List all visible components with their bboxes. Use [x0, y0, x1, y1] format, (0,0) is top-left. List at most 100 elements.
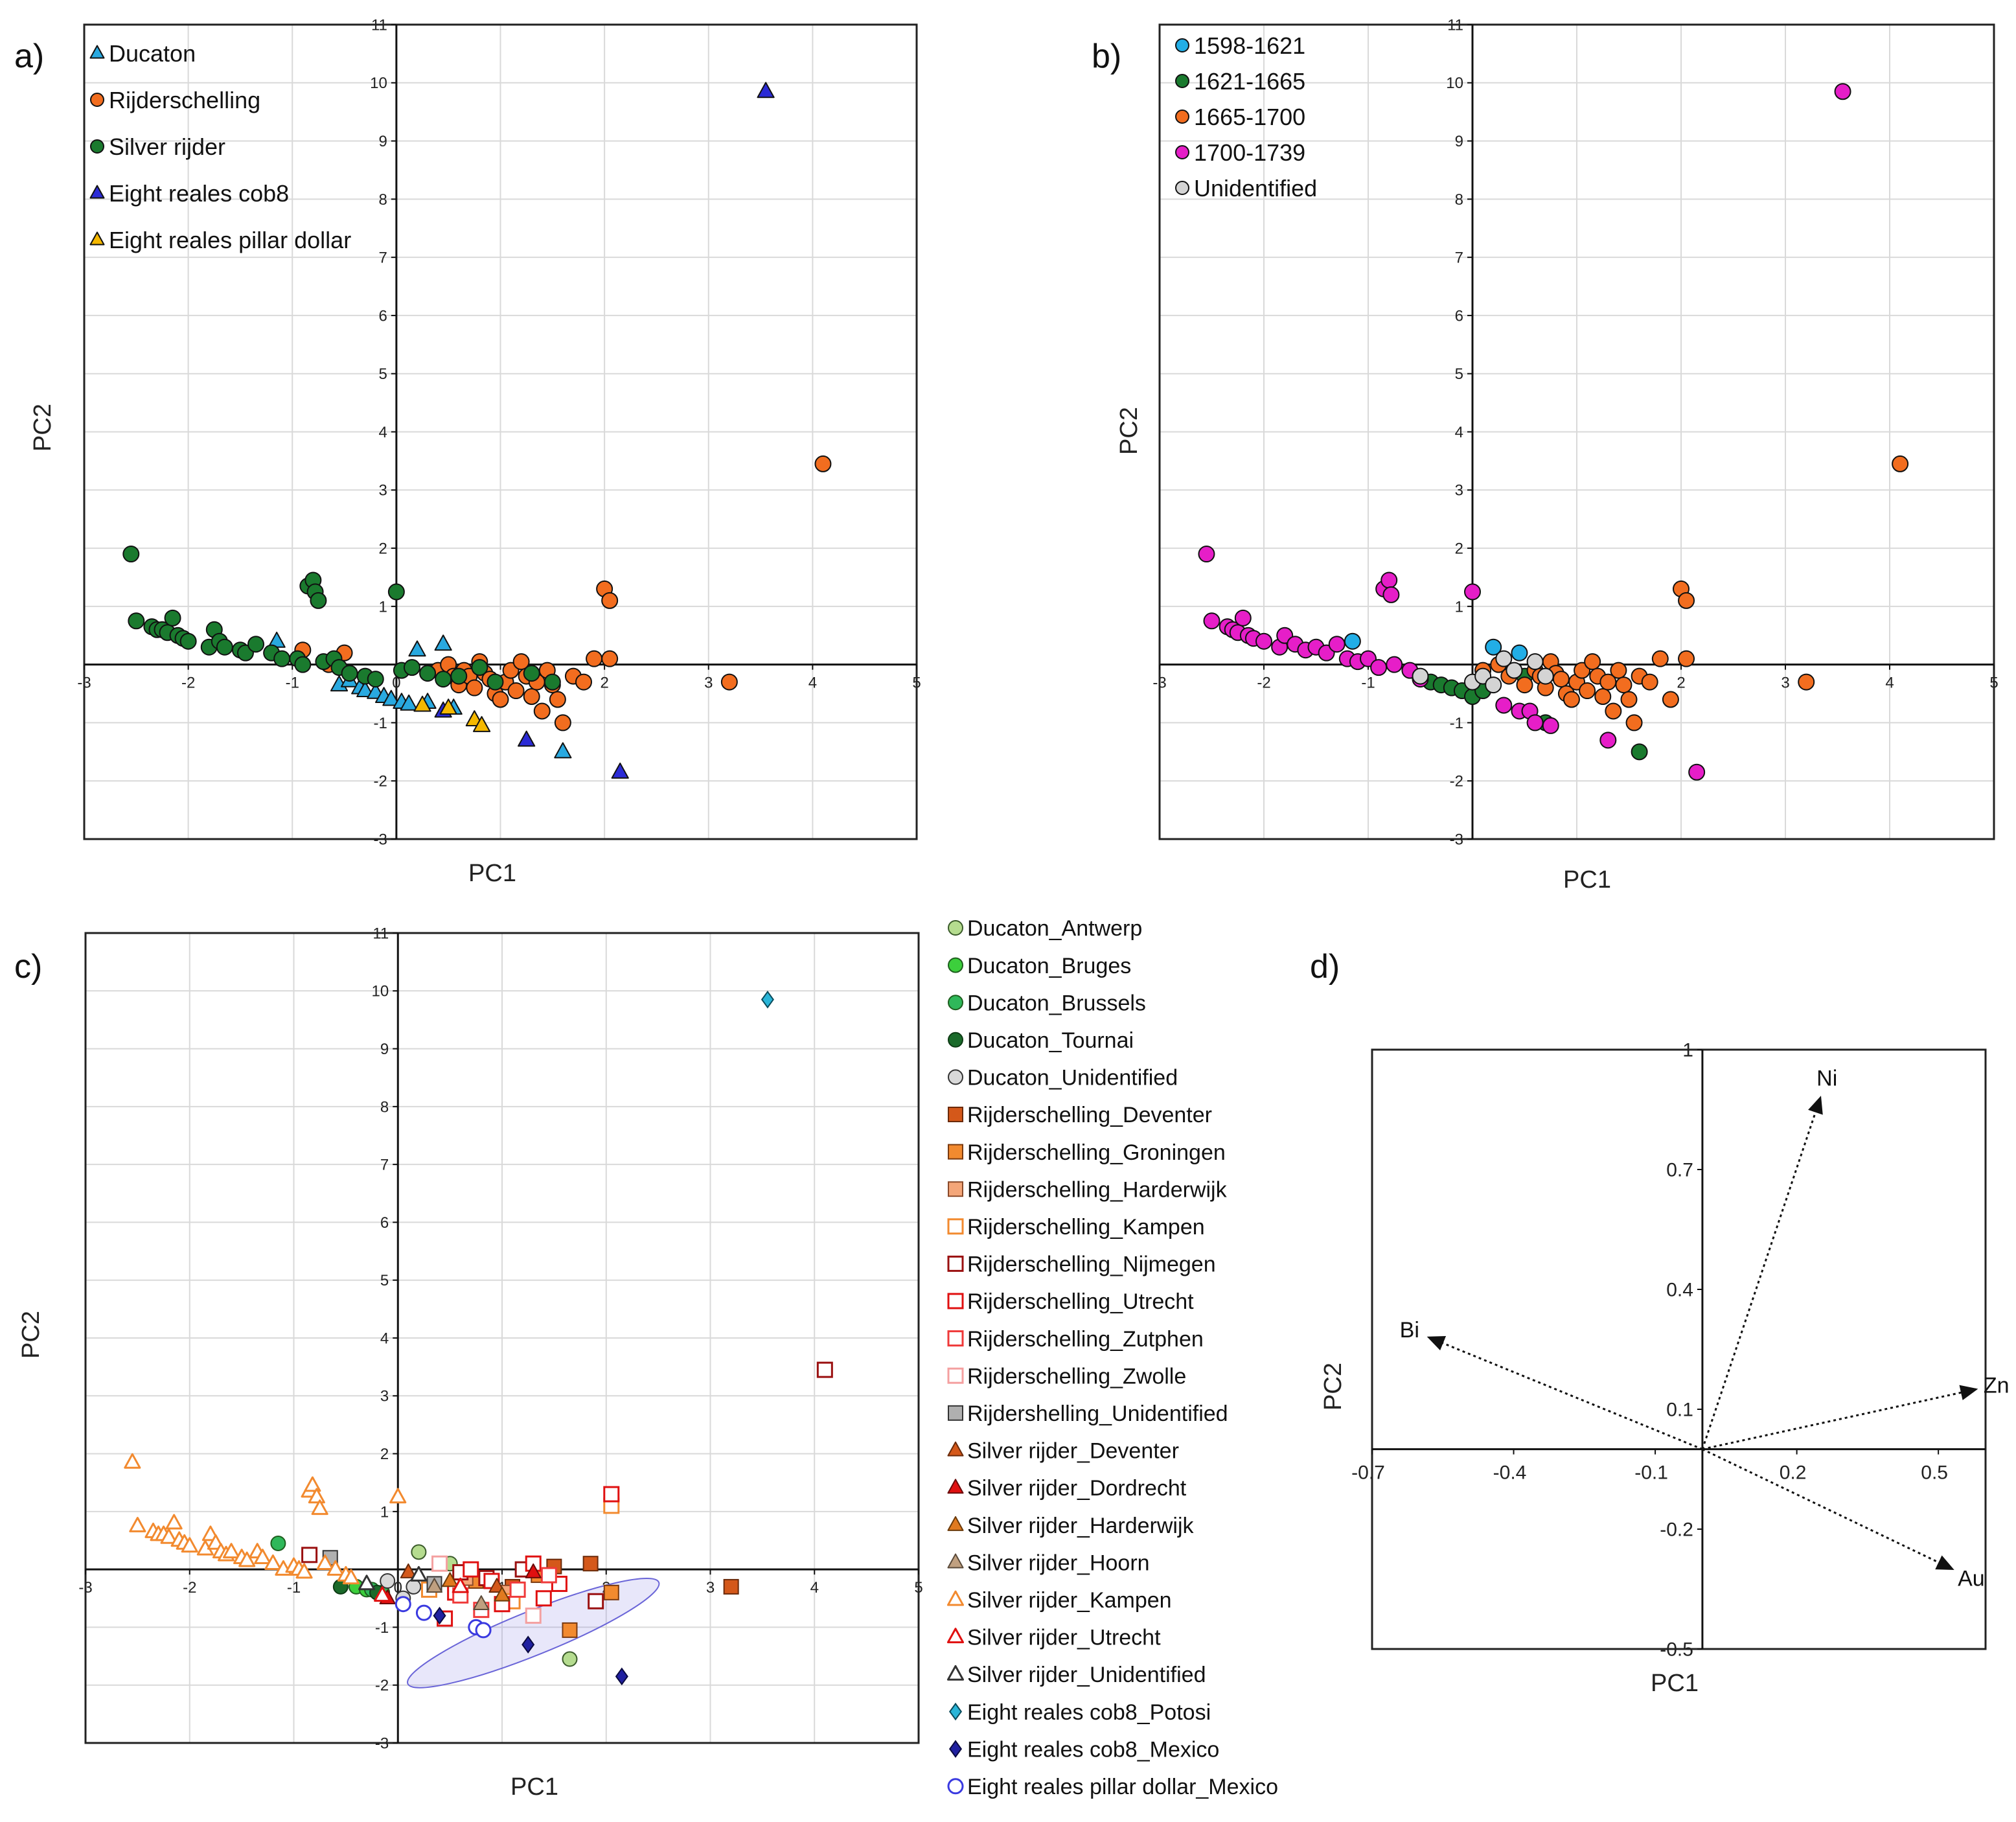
- legend-label: Rijderschelling_Deventer: [967, 1103, 1212, 1127]
- legend-label: Silver rijder_Hoorn: [967, 1551, 1150, 1575]
- legend-label: Ducaton_Tournai: [967, 1028, 1134, 1053]
- plot-frame: [1158, 23, 1995, 840]
- legend-marker: [89, 185, 105, 199]
- x-tick-label: -3: [78, 1579, 92, 1597]
- data-point: [341, 665, 358, 682]
- loading-vector-bi: [1426, 1335, 1703, 1451]
- data-point: [466, 679, 483, 697]
- data-point: [1594, 688, 1612, 706]
- legend-marker: [948, 1144, 963, 1160]
- data-point: [356, 681, 374, 698]
- x-tick-label: 4: [808, 675, 817, 692]
- legend-marker: [948, 1107, 963, 1122]
- data-point: [326, 1560, 344, 1576]
- x-axis-label: PC1: [468, 860, 516, 887]
- data-point: [389, 1488, 407, 1504]
- x-tick-label: -2: [1257, 675, 1270, 692]
- legend-label: Rijdershelling_Unidentified: [967, 1401, 1228, 1426]
- y-tick-label: 9: [1455, 133, 1463, 150]
- data-point: [492, 691, 509, 708]
- legend-label: Silver rijder_Unidentified: [967, 1663, 1206, 1687]
- panel-label: a): [14, 38, 44, 75]
- loading-vector-ni: [1701, 1096, 1823, 1450]
- data-point: [294, 656, 312, 673]
- data-point: [761, 990, 774, 1009]
- x-tick-label: 5: [914, 1579, 922, 1597]
- data-point: [452, 1577, 469, 1593]
- y-tick-label: 5: [1455, 365, 1463, 383]
- data-point: [549, 691, 566, 708]
- data-point: [310, 592, 327, 609]
- panel-d: d) -0.7 -0.4 -0.1 0.2 0.5 -0.5 -0.2 0.1 0.4 0.7 1 PC…: [1310, 948, 2010, 1697]
- legend: 1598-1621 1621-1665 1665-1700 1700-1739 Unid…: [1175, 32, 1317, 202]
- y-tick-label: -2: [1450, 773, 1463, 790]
- legend-label: Rijderschelling_Nijmegen: [967, 1252, 1216, 1277]
- legend-marker: [90, 93, 104, 107]
- data-point: [603, 1584, 619, 1600]
- data-point: [471, 659, 488, 676]
- legend-label: Eight reales cob8: [109, 180, 289, 207]
- x-tick-label: -3: [77, 675, 91, 692]
- y-tick-label: 8: [380, 1098, 389, 1116]
- legend-label: Silver rijder_Deventer: [967, 1439, 1179, 1464]
- data-point: [533, 702, 551, 720]
- data-point: [463, 1561, 479, 1578]
- y-tick-label: -0.2: [1660, 1519, 1693, 1541]
- x-axis-label: PC1: [1651, 1670, 1699, 1697]
- legend-label: Ducaton_Unidentified: [967, 1066, 1178, 1090]
- panel-b: b)-3-2-1012345-3-2-11234567891011PC1PC21…: [1092, 16, 1999, 894]
- y-tick-label: -3: [375, 1735, 389, 1752]
- data-point: [615, 1667, 628, 1686]
- y-tick-label: 3: [1455, 482, 1463, 500]
- series-silver-rijder-kampen: [124, 1453, 407, 1585]
- data-point: [264, 1554, 282, 1570]
- data-point: [403, 659, 420, 676]
- loading-vector-au: [1702, 1448, 1954, 1571]
- x-tick-label: 2: [1677, 675, 1685, 692]
- data-point: [1798, 673, 1815, 691]
- data-point: [601, 592, 619, 609]
- data-point: [1599, 732, 1617, 749]
- x-tick-label: -3: [1152, 675, 1166, 692]
- y-tick-label: 1: [1455, 598, 1463, 616]
- panel-label: b): [1092, 38, 1121, 75]
- panel-label: d): [1310, 948, 1340, 986]
- data-point: [1552, 671, 1570, 688]
- legend-label: Ducaton_Bruges: [967, 954, 1131, 978]
- legend-label: Silver rijder_Harderwijk: [967, 1514, 1195, 1538]
- data-point: [816, 1361, 833, 1378]
- loading-label-bi: Bi: [1400, 1318, 1419, 1343]
- y-tick-label: 2: [380, 1446, 389, 1463]
- data-point: [164, 609, 181, 627]
- legend-marker: [1175, 38, 1189, 52]
- data-point: [1579, 682, 1596, 700]
- data-point: [611, 762, 629, 779]
- x-tick-label: 3: [704, 675, 713, 692]
- legend-marker: [947, 1330, 964, 1347]
- data-point: [400, 694, 418, 711]
- data-point: [518, 730, 536, 747]
- legend-label: 1598-1621: [1194, 32, 1305, 59]
- x-tick-label: 0.2: [1780, 1462, 1807, 1484]
- legend-marker: [946, 1590, 965, 1606]
- legend-marker: [90, 139, 104, 154]
- data-point: [410, 1565, 428, 1582]
- data-point: [523, 688, 540, 706]
- data-point: [223, 1543, 240, 1559]
- x-tick-label: 3: [706, 1579, 715, 1597]
- legend-marker: [948, 1032, 963, 1048]
- data-point: [1688, 763, 1706, 781]
- legend-marker: [947, 1479, 964, 1494]
- legend-marker: [948, 1740, 963, 1759]
- data-point: [582, 1556, 599, 1572]
- panel-label: c): [14, 948, 42, 986]
- x-tick-label: 4: [1885, 675, 1894, 692]
- data-point: [523, 665, 540, 682]
- loading-vector-zn: [1702, 1385, 1978, 1451]
- x-axis-label: PC1: [1563, 866, 1611, 894]
- data-point: [1892, 455, 1909, 472]
- y-tick-label: 0.1: [1666, 1400, 1693, 1421]
- data-point: [387, 583, 405, 601]
- data-point: [342, 1569, 360, 1585]
